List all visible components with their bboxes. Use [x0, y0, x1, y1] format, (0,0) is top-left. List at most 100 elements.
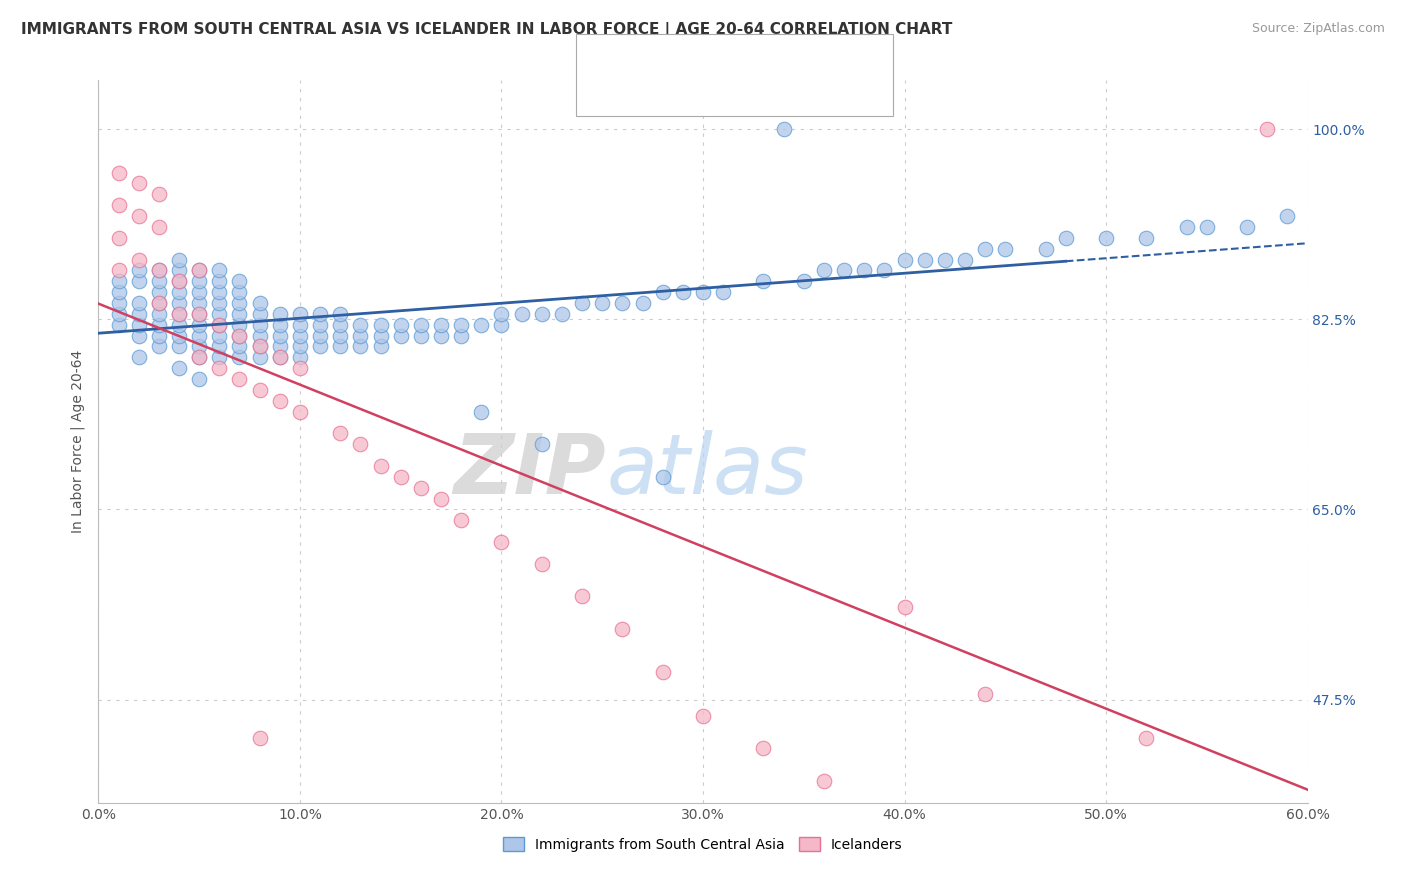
Point	[167, 252, 190, 267]
Point	[1135, 731, 1157, 745]
Point	[1095, 231, 1118, 245]
Point	[208, 339, 231, 353]
Point	[228, 318, 250, 332]
Point	[370, 458, 392, 473]
Point	[128, 177, 150, 191]
Point	[309, 307, 332, 321]
Point	[752, 741, 775, 756]
Point	[208, 285, 231, 300]
Point	[167, 318, 190, 332]
Point	[208, 307, 231, 321]
Point	[491, 318, 513, 332]
Point	[349, 339, 371, 353]
Point	[430, 318, 453, 332]
Point	[631, 296, 654, 310]
Point	[409, 481, 432, 495]
Text: 0.238: 0.238	[676, 51, 720, 66]
Point	[167, 307, 190, 321]
Point	[249, 318, 271, 332]
Text: atlas: atlas	[606, 430, 808, 511]
Point	[309, 328, 332, 343]
Point	[893, 600, 915, 615]
Point	[349, 437, 371, 451]
Text: R =: R =	[634, 51, 668, 66]
Point	[994, 242, 1017, 256]
Point	[128, 252, 150, 267]
Point	[551, 307, 574, 321]
Point	[612, 296, 634, 310]
Point	[188, 296, 211, 310]
Point	[228, 339, 250, 353]
Point	[711, 285, 734, 300]
Point	[288, 318, 311, 332]
Point	[148, 274, 170, 288]
Point	[167, 328, 190, 343]
Point	[269, 318, 291, 332]
Point	[530, 437, 553, 451]
Text: 139: 139	[768, 51, 797, 66]
Point	[208, 318, 231, 332]
Point	[1236, 219, 1258, 234]
Point	[228, 351, 250, 365]
Point	[167, 274, 190, 288]
Point	[128, 318, 150, 332]
Point	[409, 328, 432, 343]
Point	[491, 535, 513, 549]
Text: N =: N =	[733, 51, 766, 66]
Point	[1054, 231, 1077, 245]
Point	[269, 351, 291, 365]
Point	[692, 709, 714, 723]
Point	[249, 307, 271, 321]
Point	[450, 318, 472, 332]
Point	[450, 328, 472, 343]
Point	[832, 263, 855, 277]
Point	[188, 339, 211, 353]
Point	[208, 328, 231, 343]
Text: R =: R =	[634, 84, 668, 99]
Legend: Immigrants from South Central Asia, Icelanders: Immigrants from South Central Asia, Icel…	[498, 831, 908, 857]
Text: ZIP: ZIP	[454, 430, 606, 511]
Point	[853, 263, 876, 277]
Point	[107, 274, 129, 288]
Point	[167, 339, 190, 353]
Point	[188, 328, 211, 343]
Point	[128, 209, 150, 223]
Point	[148, 263, 170, 277]
Point	[228, 328, 250, 343]
Text: N =: N =	[733, 84, 766, 99]
Point	[329, 339, 352, 353]
Point	[1195, 219, 1218, 234]
Point	[167, 263, 190, 277]
Point	[269, 339, 291, 353]
Point	[107, 198, 129, 212]
Text: 46: 46	[768, 84, 787, 99]
Point	[893, 252, 915, 267]
Point	[148, 219, 170, 234]
Text: IMMIGRANTS FROM SOUTH CENTRAL ASIA VS ICELANDER IN LABOR FORCE | AGE 20-64 CORRE: IMMIGRANTS FROM SOUTH CENTRAL ASIA VS IC…	[21, 22, 952, 38]
Point	[228, 307, 250, 321]
Point	[530, 307, 553, 321]
Point	[612, 622, 634, 636]
Point	[107, 318, 129, 332]
Point	[430, 328, 453, 343]
Point	[249, 339, 271, 353]
Point	[651, 285, 673, 300]
Point	[228, 285, 250, 300]
Point	[148, 339, 170, 353]
Point	[510, 307, 533, 321]
Point	[188, 351, 211, 365]
Point	[249, 383, 271, 397]
Point	[107, 166, 129, 180]
Text: 0.095: 0.095	[676, 84, 720, 99]
Point	[167, 285, 190, 300]
Point	[389, 318, 412, 332]
Point	[107, 231, 129, 245]
Point	[148, 328, 170, 343]
Point	[228, 296, 250, 310]
Point	[651, 665, 673, 680]
Y-axis label: In Labor Force | Age 20-64: In Labor Force | Age 20-64	[70, 350, 84, 533]
Point	[309, 318, 332, 332]
Point	[249, 351, 271, 365]
Point	[793, 274, 815, 288]
Point	[752, 274, 775, 288]
